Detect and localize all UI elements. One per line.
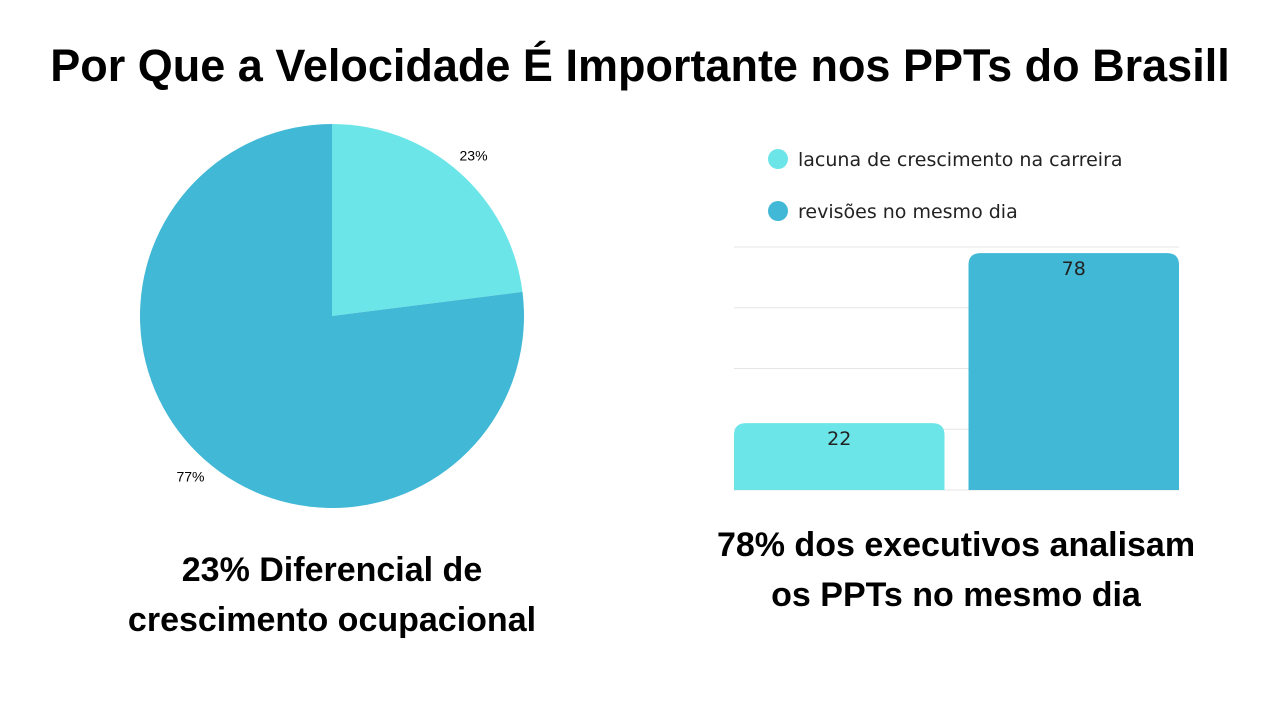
pie-slice-0 (332, 124, 523, 316)
bar-value-label-1: 78 (1062, 258, 1086, 280)
pie-caption: 23% Diferencial de crescimento ocupacion… (127, 551, 537, 639)
pie-slice-label-0: 23% (460, 147, 488, 163)
page-title: Por Que a Velocidade É Importante nos PP… (50, 40, 1230, 91)
legend-swatch-1 (768, 201, 788, 221)
legend-swatch-0 (768, 149, 788, 169)
bar-caption: 78% dos executivos analisam os PPTs no m… (716, 526, 1196, 614)
pie-chart: 23% 77% (140, 124, 525, 508)
bar-0 (734, 423, 945, 490)
bar-1 (968, 253, 1179, 490)
pie-slice-label-1: 77% (176, 469, 204, 485)
bar-chart: lacuna de crescimento na carreira revisõe… (734, 149, 1179, 491)
pie-slice-1 (140, 124, 525, 508)
bar-value-label-0: 22 (827, 428, 851, 450)
legend-label-0: lacuna de crescimento na carreira (798, 149, 1123, 171)
legend-label-1: revisões no mesmo dia (798, 201, 1018, 223)
